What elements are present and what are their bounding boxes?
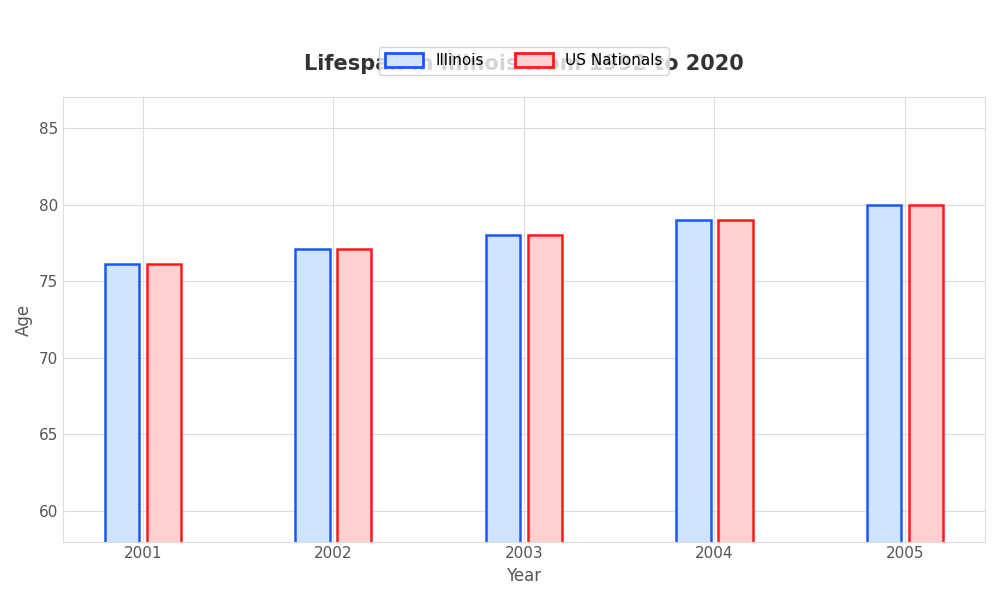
Title: Lifespan in Illinois from 1992 to 2020: Lifespan in Illinois from 1992 to 2020	[304, 53, 744, 74]
Y-axis label: Age: Age	[15, 304, 33, 335]
Bar	[486, 235, 520, 600]
Legend: Illinois, US Nationals: Illinois, US Nationals	[379, 47, 669, 74]
Bar	[105, 265, 139, 600]
Bar	[867, 205, 901, 600]
Bar	[718, 220, 753, 600]
Bar	[337, 249, 371, 600]
X-axis label: Year: Year	[506, 567, 541, 585]
Bar	[528, 235, 562, 600]
Bar	[295, 249, 330, 600]
Bar	[676, 220, 711, 600]
Bar	[909, 205, 943, 600]
Bar	[147, 265, 181, 600]
